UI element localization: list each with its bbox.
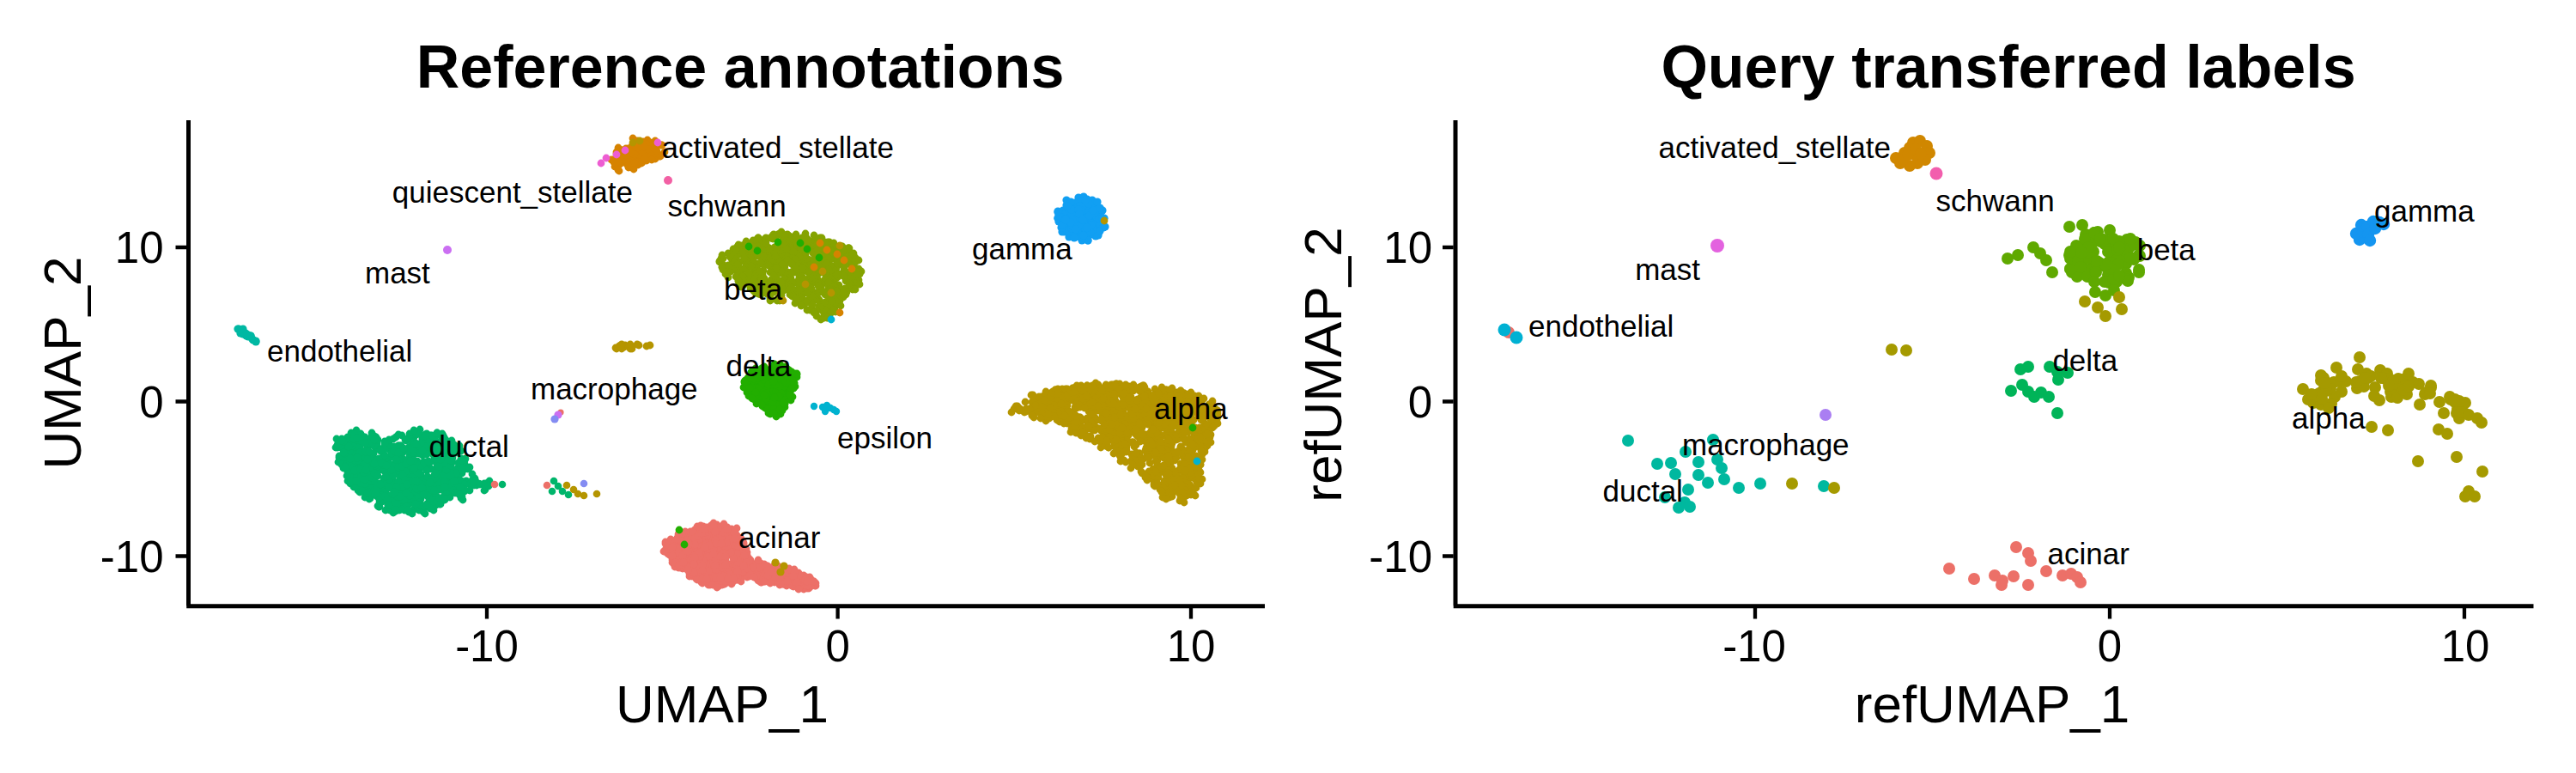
svg-text:activated_stellate: activated_stellate: [662, 131, 894, 164]
svg-text:acinar: acinar: [2048, 537, 2130, 570]
svg-text:-10: -10: [1722, 622, 1786, 671]
svg-text:schwann: schwann: [1936, 184, 2055, 217]
svg-text:Query transferred labels: Query transferred labels: [1661, 33, 2355, 100]
svg-text:gamma: gamma: [972, 232, 1072, 265]
svg-text:ductal: ductal: [1603, 474, 1683, 508]
svg-text:Reference annotations: Reference annotations: [416, 33, 1065, 100]
svg-text:UMAP_2: UMAP_2: [33, 256, 92, 469]
svg-text:refUMAP_1: refUMAP_1: [1855, 674, 2129, 733]
svg-text:refUMAP_2: refUMAP_2: [1293, 227, 1352, 502]
svg-text:alpha: alpha: [1154, 392, 1228, 425]
svg-text:endothelial: endothelial: [1528, 309, 1674, 343]
svg-text:0: 0: [139, 378, 163, 427]
svg-text:-10: -10: [100, 533, 164, 581]
svg-text:ductal: ductal: [429, 429, 509, 463]
svg-text:gamma: gamma: [2374, 194, 2475, 228]
svg-text:epsilon: epsilon: [837, 421, 933, 454]
svg-text:10: 10: [1167, 622, 1216, 671]
svg-text:10: 10: [1383, 223, 1432, 272]
svg-text:mast: mast: [1635, 253, 1700, 286]
svg-text:-10: -10: [455, 622, 519, 671]
svg-text:schwann: schwann: [668, 189, 787, 222]
svg-text:10: 10: [2441, 622, 2490, 671]
svg-text:endothelial: endothelial: [267, 334, 412, 368]
svg-text:beta: beta: [724, 272, 783, 306]
svg-text:delta: delta: [2052, 344, 2117, 377]
svg-text:beta: beta: [2137, 233, 2196, 266]
svg-text:mast: mast: [365, 256, 430, 289]
svg-text:acinar: acinar: [738, 520, 821, 554]
svg-text:0: 0: [2098, 622, 2122, 671]
svg-text:-10: -10: [1369, 533, 1432, 581]
svg-text:0: 0: [1408, 378, 1432, 427]
svg-text:macrophage: macrophage: [1682, 428, 1850, 461]
svg-text:activated_stellate: activated_stellate: [1659, 131, 1891, 164]
svg-text:macrophage: macrophage: [531, 372, 698, 405]
svg-text:UMAP_1: UMAP_1: [616, 674, 829, 733]
svg-text:10: 10: [115, 223, 164, 272]
svg-text:alpha: alpha: [2292, 401, 2366, 435]
svg-text:delta: delta: [726, 349, 792, 382]
svg-text:quiescent_stellate: quiescent_stellate: [392, 175, 633, 209]
svg-text:0: 0: [825, 622, 849, 671]
